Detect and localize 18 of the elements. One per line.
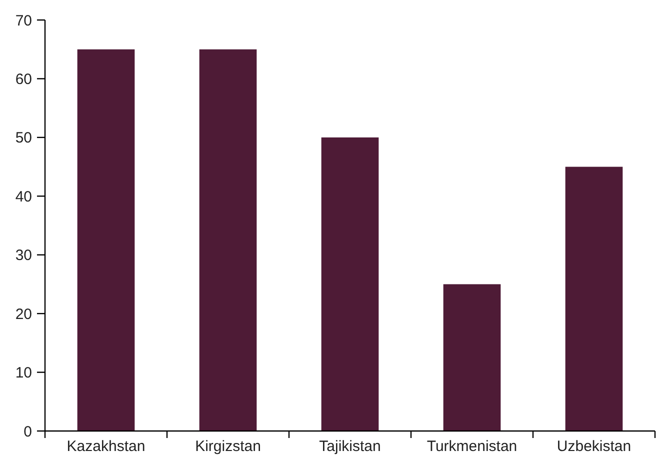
x-tick-label: Kazakhstan xyxy=(66,438,146,455)
bar xyxy=(565,166,623,431)
y-tick-label: 0 xyxy=(24,423,32,440)
x-tick-label: Uzbekistan xyxy=(556,438,632,455)
x-tick-label: Turkmenistan xyxy=(426,438,518,455)
bar xyxy=(321,137,379,431)
y-tick-label: 40 xyxy=(15,188,32,206)
y-tick-label: 70 xyxy=(15,12,32,30)
bar xyxy=(199,49,257,431)
x-tick-label: Kirgizstan xyxy=(195,438,261,455)
y-tick-label: 10 xyxy=(15,364,32,382)
bar xyxy=(77,49,135,431)
y-tick-label: 20 xyxy=(15,306,32,323)
y-tick-label: 30 xyxy=(15,247,32,264)
x-tick-label: Tajikistan xyxy=(319,438,381,455)
y-tick-label: 50 xyxy=(15,130,32,147)
y-tick-label: 60 xyxy=(15,70,32,88)
bar xyxy=(443,284,501,431)
